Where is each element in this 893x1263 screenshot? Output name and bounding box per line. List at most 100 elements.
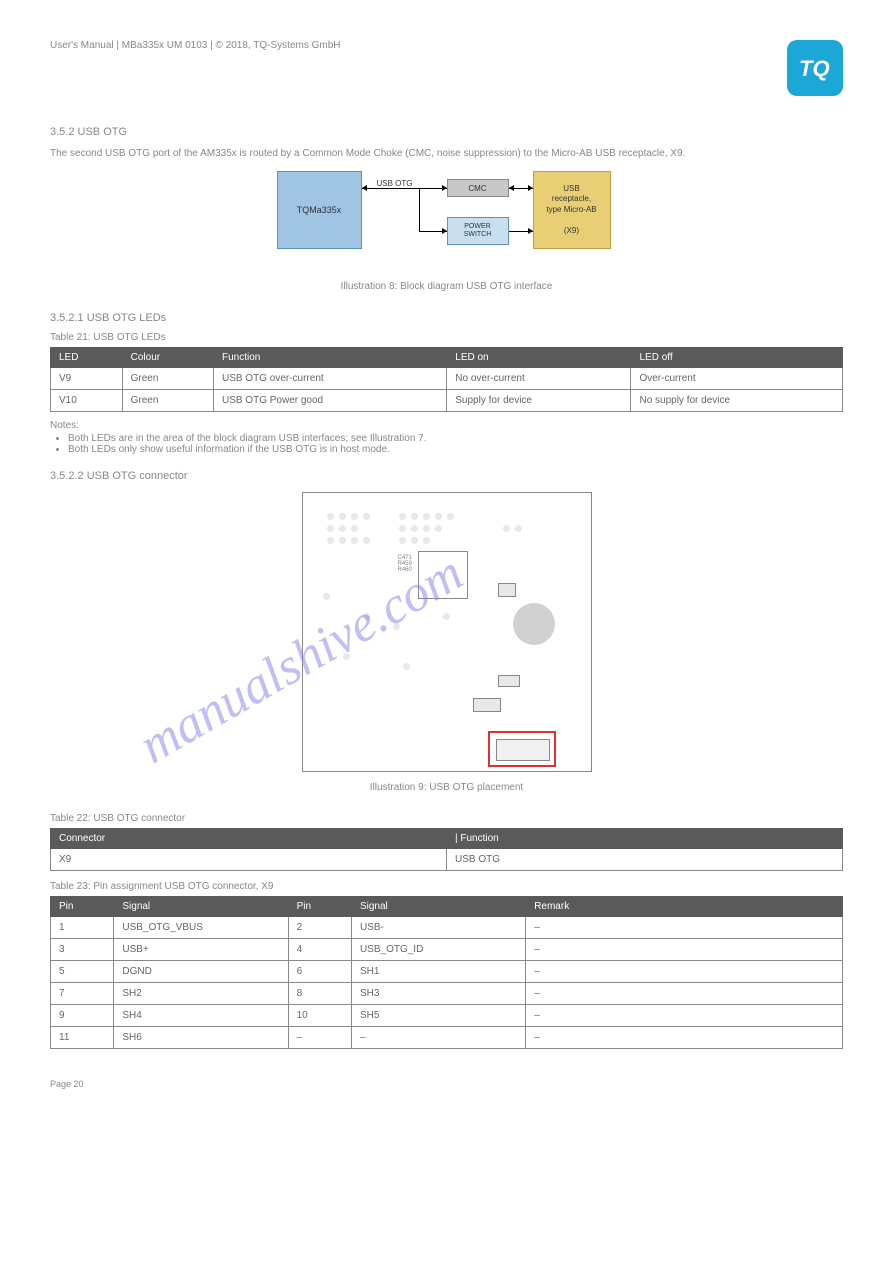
table-cell: – bbox=[526, 1005, 843, 1027]
pcb-via-icon bbox=[411, 525, 418, 532]
illustration-8-caption: Illustration 8: Block diagram USB OTG in… bbox=[50, 281, 843, 292]
pcb-label: C471R459R460 bbox=[398, 555, 412, 573]
arrow-line bbox=[419, 188, 420, 231]
table-cell: – bbox=[526, 1027, 843, 1049]
table-cell: – bbox=[526, 939, 843, 961]
pcb-via-icon bbox=[411, 513, 418, 520]
table-row: 9SH410SH5– bbox=[51, 1005, 843, 1027]
table-cell: 5 bbox=[51, 961, 114, 983]
table-cell: 4 bbox=[288, 939, 351, 961]
footer-page-number: Page 20 bbox=[50, 1079, 84, 1089]
note-item: Both LEDs only show useful information i… bbox=[68, 444, 843, 455]
pcb-component-icon bbox=[498, 675, 520, 687]
table-row: 7SH28SH3– bbox=[51, 983, 843, 1005]
section-heading-connector: 3.5.2.2 USB OTG connector bbox=[50, 470, 843, 482]
table-cell: 3 bbox=[51, 939, 114, 961]
table-cell: V10 bbox=[51, 390, 123, 412]
pcb-via-icon bbox=[435, 513, 442, 520]
placement-container: C471R459R460 bbox=[50, 492, 843, 772]
table-row: 11SH6––– bbox=[51, 1027, 843, 1049]
arrow-head-icon bbox=[509, 185, 514, 191]
pcb-via-icon bbox=[403, 663, 410, 670]
table-cell: 6 bbox=[288, 961, 351, 983]
connector-highlight bbox=[488, 731, 556, 767]
table-cell: – bbox=[526, 961, 843, 983]
table-row: 1USB_OTG_VBUS2USB-– bbox=[51, 917, 843, 939]
table-row: X9 USB OTG bbox=[51, 849, 843, 871]
pcb-via-icon bbox=[339, 537, 346, 544]
pcb-via-icon bbox=[351, 513, 358, 520]
pcb-via-icon bbox=[435, 525, 442, 532]
table-cell: USB_OTG_VBUS bbox=[114, 917, 288, 939]
table-cell: 1 bbox=[51, 917, 114, 939]
table-cell: – bbox=[351, 1027, 525, 1049]
table-row: 5DGND6SH1– bbox=[51, 961, 843, 983]
pcb-via-icon bbox=[343, 653, 350, 660]
pcb-via-icon bbox=[515, 525, 522, 532]
table-header: Remark bbox=[526, 897, 843, 917]
table-row: V9 Green USB OTG over-current No over-cu… bbox=[51, 368, 843, 390]
pcb-via-icon bbox=[423, 525, 430, 532]
table-cell: Green bbox=[122, 390, 213, 412]
pcb-via-icon bbox=[393, 623, 400, 630]
table-23-caption: Table 23: Pin assignment USB OTG connect… bbox=[50, 881, 843, 892]
table-cell: SH4 bbox=[114, 1005, 288, 1027]
table-usb-otg-leds: LED Colour Function LED on LED off V9 Gr… bbox=[50, 347, 843, 412]
table-cell: SH6 bbox=[114, 1027, 288, 1049]
arrow-head-icon bbox=[362, 185, 367, 191]
table-cell: USB OTG Power good bbox=[213, 390, 446, 412]
usb-otg-label: USB OTG bbox=[377, 179, 413, 188]
page-container: User's Manual | MBa335x UM 0103 | © 2018… bbox=[0, 0, 893, 1129]
table-cell: USB OTG over-current bbox=[213, 368, 446, 390]
table-cell: No supply for device bbox=[631, 390, 843, 412]
table-header: Function bbox=[213, 348, 446, 368]
table-cell: – bbox=[288, 1027, 351, 1049]
pcb-via-icon bbox=[363, 613, 370, 620]
pcb-via-icon bbox=[323, 593, 330, 600]
pcb-via-icon bbox=[327, 513, 334, 520]
table-header: Pin bbox=[288, 897, 351, 917]
pcb-ic-icon bbox=[418, 551, 468, 599]
table-21-caption: Table 21: USB OTG LEDs bbox=[50, 332, 843, 343]
table-cell: SH2 bbox=[114, 983, 288, 1005]
table-header: Connector bbox=[51, 829, 447, 849]
pcb-via-icon bbox=[399, 525, 406, 532]
pcb-via-icon bbox=[339, 525, 346, 532]
table-cell: 8 bbox=[288, 983, 351, 1005]
arrow-head-icon bbox=[442, 228, 447, 234]
pcb-via-icon bbox=[443, 613, 450, 620]
pcb-placement-diagram: C471R459R460 bbox=[302, 492, 592, 772]
pcb-via-icon bbox=[327, 525, 334, 532]
arrow-head-icon bbox=[528, 185, 533, 191]
table-cell: 2 bbox=[288, 917, 351, 939]
table-header: Pin bbox=[51, 897, 114, 917]
table-cell: DGND bbox=[114, 961, 288, 983]
table-cell: – bbox=[526, 983, 843, 1005]
pcb-mounting-hole-icon bbox=[513, 603, 555, 645]
page-footer: Page 20 bbox=[50, 1079, 843, 1089]
pcb-component-icon bbox=[473, 698, 501, 712]
pcb-via-icon bbox=[399, 513, 406, 520]
pcb-via-icon bbox=[399, 537, 406, 544]
block-diagram: TQMa335x USB OTG CMC POWERSWITCH USBrece… bbox=[277, 171, 617, 261]
header-doc-title: User's Manual | MBa335x UM 0103 | © 2018… bbox=[50, 40, 341, 51]
tq-logo: TQ bbox=[787, 40, 843, 96]
table-header: LED bbox=[51, 348, 123, 368]
table-cell: SH5 bbox=[351, 1005, 525, 1027]
table-cell: 11 bbox=[51, 1027, 114, 1049]
block-diagram-container: TQMa335x USB OTG CMC POWERSWITCH USBrece… bbox=[50, 171, 843, 261]
page-header: User's Manual | MBa335x UM 0103 | © 2018… bbox=[50, 40, 843, 96]
pcb-via-icon bbox=[423, 537, 430, 544]
section-heading-leds: 3.5.2.1 USB OTG LEDs bbox=[50, 312, 843, 324]
table-cell: 7 bbox=[51, 983, 114, 1005]
table-cell: SH1 bbox=[351, 961, 525, 983]
notes-list: Both LEDs are in the area of the block d… bbox=[68, 433, 843, 455]
table-cell: Green bbox=[122, 368, 213, 390]
table-pin-assignment: Pin Signal Pin Signal Remark 1USB_OTG_VB… bbox=[50, 896, 843, 1049]
table-header: Colour bbox=[122, 348, 213, 368]
pcb-via-icon bbox=[363, 513, 370, 520]
table-header: Signal bbox=[114, 897, 288, 917]
table-cell: Over-current bbox=[631, 368, 843, 390]
table-cell: X9 bbox=[51, 849, 447, 871]
block-tqma335x: TQMa335x bbox=[277, 171, 362, 249]
